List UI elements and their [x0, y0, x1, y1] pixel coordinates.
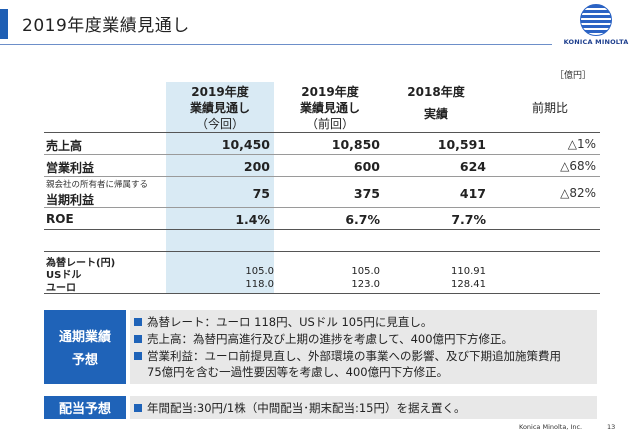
- fx-bottom-rule: [44, 293, 600, 294]
- table-cell: 624: [459, 159, 486, 174]
- table-cell: 1.4%: [235, 212, 270, 227]
- fx-cell: 128.41: [451, 279, 486, 290]
- row-divider: [44, 207, 600, 208]
- square-bullet-icon: [134, 352, 142, 360]
- forecast-bullet: 為替レート：ユーロ 118円、USドル 105円に見直し。: [134, 314, 432, 330]
- forecast-bullet-continuation: 75億円を含む一過性要因等を考慮し、400億円下方修正。: [147, 365, 449, 379]
- fx-cell: 123.0: [351, 279, 380, 290]
- fx-label-eur: ユーロ: [46, 283, 76, 294]
- forecast-label: 通期業績 予想: [44, 310, 126, 384]
- footer-company: Konica Minolta, Inc.: [519, 423, 583, 431]
- company-logo: KONICA MINOLTA: [557, 4, 635, 50]
- row-sublabel-attributable: 親会社の所有者に帰属する: [46, 180, 149, 190]
- row-label-roe: ROE: [46, 212, 74, 226]
- fx-cell: 105.0: [351, 266, 380, 277]
- forecast-panel: [130, 310, 597, 384]
- table-cell: 200: [243, 159, 270, 174]
- table-cell: 375: [353, 186, 380, 201]
- logo-wordmark: KONICA MINOLTA: [563, 38, 629, 46]
- row-divider: [44, 154, 600, 155]
- unit-label: ［億円］: [555, 71, 592, 81]
- row-divider: [44, 176, 600, 177]
- table-bottom-rule: [44, 229, 600, 230]
- current-forecast-highlight: [166, 82, 274, 293]
- column-header-current: 2019年度 業績見通し （今回）: [189, 85, 250, 131]
- row-label-sales: 売上高: [46, 139, 83, 153]
- row-label-operating-profit: 営業利益: [46, 161, 95, 175]
- title-divider: [0, 44, 552, 45]
- row-label-net-profit: 当期利益: [46, 193, 95, 207]
- dividend-label: 配当予想: [44, 396, 126, 419]
- dividend-panel: [130, 396, 597, 419]
- title-accent-bar: [0, 9, 8, 39]
- page-number: 13: [607, 423, 616, 431]
- square-bullet-icon: [134, 318, 142, 326]
- fx-cell: 118.0: [245, 279, 274, 290]
- yoy-change: △82%: [560, 186, 596, 200]
- page-title: 2019年度業績見通し: [22, 16, 190, 36]
- table-cell: 7.7%: [451, 212, 486, 227]
- table-cell: 10,850: [331, 137, 380, 152]
- table-cell: 75: [252, 186, 270, 201]
- table-cell: 6.7%: [345, 212, 380, 227]
- yoy-change: △68%: [560, 159, 596, 173]
- square-bullet-icon: [134, 335, 142, 343]
- column-header-previous: 2019年度 業績見通し （前回）: [299, 85, 360, 131]
- table-cell: 10,591: [437, 137, 486, 152]
- table-cell: 10,450: [221, 137, 270, 152]
- dividend-bullet: 年間配当:30円/1株（中間配当･期末配当:15円）を据え置く。: [134, 400, 465, 416]
- yoy-change: △1%: [567, 137, 596, 151]
- table-cell: 600: [353, 159, 380, 174]
- fx-label-usd: USドル: [46, 270, 82, 281]
- fx-cell: 105.0: [245, 266, 274, 277]
- table-cell: 417: [459, 186, 486, 201]
- forecast-bullet: 営業利益：ユーロ前提見直し、外部環境の事業への影響、及び下期追加施策費用: [134, 348, 561, 364]
- square-bullet-icon: [134, 404, 142, 412]
- globe-logo-icon: [580, 4, 612, 36]
- column-header-yoy: 前期比: [531, 101, 568, 115]
- fx-cell: 110.91: [451, 266, 486, 277]
- fx-title: 為替レート(円): [46, 258, 116, 269]
- table-top-rule: [44, 132, 600, 133]
- column-header-fy2018: 2018年度 実績: [407, 85, 465, 121]
- forecast-bullet: 売上高：為替円高進行及び上期の進捗を考慮して、400億円下方修正。: [134, 331, 513, 347]
- fx-top-rule: [44, 251, 600, 252]
